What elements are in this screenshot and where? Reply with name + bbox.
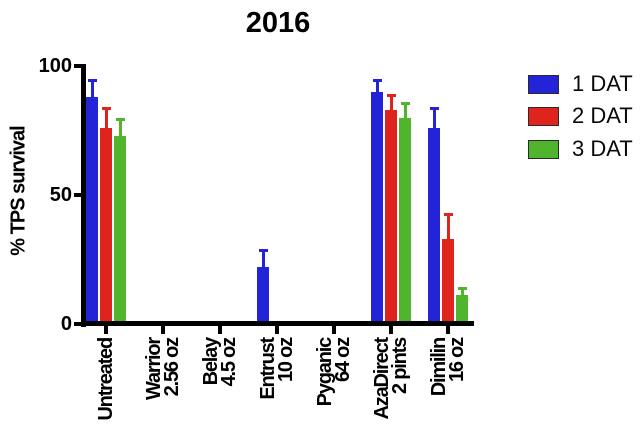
error-bar-cap	[258, 248, 268, 252]
error-bar	[403, 102, 407, 123]
x-category-label: AzaDirect 2 pints	[371, 338, 411, 420]
x-tick	[104, 326, 108, 334]
y-tick-label: 50	[49, 183, 72, 206]
legend-item-2dat: 2 DAT	[528, 103, 633, 128]
bar-1dat-cat0	[86, 96, 98, 326]
bar-3dat-cat6	[456, 295, 468, 326]
x-category-label: Dimilin 16 oz	[428, 338, 468, 397]
y-tick	[74, 192, 81, 197]
error-bar-cap	[443, 212, 453, 216]
x-category-label: Warrior 2.56 oz	[143, 338, 183, 400]
error-bar-cap	[115, 117, 125, 121]
bar-2dat-cat6	[442, 238, 454, 326]
bar-2dat-cat0	[100, 127, 112, 326]
x-axis-line	[81, 321, 474, 326]
legend-item-3dat: 3 DAT	[528, 136, 633, 161]
error-bar-cap	[87, 78, 97, 82]
error-bar-cap	[457, 287, 467, 291]
legend-swatch-2dat	[528, 106, 559, 126]
bar-3dat-cat5	[399, 117, 411, 326]
legend-label-3dat: 3 DAT	[572, 136, 633, 161]
y-tick-label: 0	[60, 312, 72, 335]
error-bar-cap	[386, 94, 396, 98]
error-bar	[118, 117, 122, 141]
y-tick	[74, 64, 81, 68]
error-bar-cap	[372, 78, 382, 82]
x-tick	[446, 326, 450, 334]
x-category-label: Belay 4.5 oz	[200, 338, 240, 387]
x-tick	[218, 326, 222, 334]
error-bar	[389, 94, 393, 115]
y-tick-label: 100	[38, 55, 72, 77]
bar-1dat-cat3	[257, 266, 269, 326]
error-bar	[261, 248, 265, 272]
error-bar	[446, 212, 450, 244]
bar-1dat-cat6	[428, 127, 440, 326]
legend-label-2dat: 2 DAT	[572, 103, 633, 128]
error-bar	[104, 107, 108, 133]
legend-item-1dat: 1 DAT	[528, 71, 633, 96]
bar-1dat-cat5	[371, 91, 383, 326]
legend-label-1dat: 1 DAT	[572, 71, 633, 96]
bar-2dat-cat5	[385, 109, 397, 326]
error-bar	[375, 78, 379, 97]
x-category-label: Entrust 10 oz	[257, 338, 297, 400]
error-bar-cap	[101, 107, 111, 111]
y-tick	[74, 321, 81, 326]
bar-3dat-cat0	[114, 135, 126, 326]
y-axis-line	[81, 64, 86, 327]
x-tick	[332, 326, 336, 334]
error-bar	[460, 287, 464, 301]
error-bar	[432, 107, 436, 133]
x-tick	[389, 326, 393, 334]
chart-title: 2016	[245, 7, 311, 39]
error-bar-cap	[400, 102, 410, 106]
x-tick	[275, 326, 279, 334]
x-category-label: Pyganic 64 oz	[314, 338, 354, 407]
legend-swatch-3dat	[528, 139, 559, 159]
legend-swatch-1dat	[528, 74, 559, 94]
x-tick	[161, 326, 165, 334]
error-bar-cap	[429, 107, 439, 111]
x-category-label: Untreated	[95, 338, 117, 421]
error-bar	[90, 78, 94, 102]
